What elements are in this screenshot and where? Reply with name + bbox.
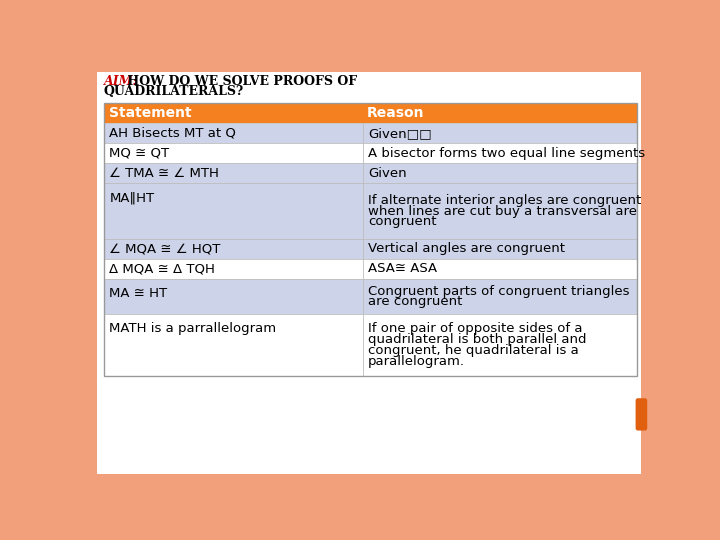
Text: ASA≅ ASA: ASA≅ ASA (368, 262, 437, 275)
Text: MA‖HT: MA‖HT (109, 191, 155, 204)
Bar (104, 123, 363, 143)
Text: Given□□: Given□□ (368, 127, 431, 140)
Bar (104, 184, 363, 239)
Text: ∠ TMA ≅ ∠ MTH: ∠ TMA ≅ ∠ MTH (109, 167, 220, 180)
Bar (363, 239, 637, 259)
Text: Reason: Reason (367, 106, 425, 120)
Bar (363, 279, 637, 314)
Text: parallelogram.: parallelogram. (368, 355, 465, 368)
Text: Statement: Statement (109, 106, 192, 120)
Bar (363, 143, 637, 164)
Bar (104, 164, 363, 184)
Text: Congruent parts of congruent triangles: Congruent parts of congruent triangles (368, 285, 629, 298)
Text: If one pair of opposite sides of a: If one pair of opposite sides of a (368, 322, 582, 335)
Bar (363, 184, 637, 239)
Bar (104, 103, 637, 123)
Bar (104, 259, 363, 279)
Text: AIM:: AIM: (104, 75, 138, 88)
Bar (363, 259, 637, 279)
Text: Vertical angles are congruent: Vertical angles are congruent (368, 242, 565, 255)
Text: when lines are cut buy a transversal are: when lines are cut buy a transversal are (368, 205, 637, 218)
Text: HOW DO WE SOLVE PROOFS OF: HOW DO WE SOLVE PROOFS OF (122, 75, 356, 88)
Bar (104, 279, 363, 314)
Text: are congruent: are congruent (368, 295, 462, 308)
Text: Δ MQA ≅ Δ TQH: Δ MQA ≅ Δ TQH (109, 262, 215, 275)
Text: MATH is a parrallelogram: MATH is a parrallelogram (109, 322, 276, 335)
Text: congruent, he quadrilateral is a: congruent, he quadrilateral is a (368, 344, 579, 357)
Bar (104, 314, 363, 376)
Bar (363, 164, 637, 184)
Bar (104, 103, 637, 376)
Text: congruent: congruent (368, 215, 436, 228)
Text: A bisector forms two equal line segments: A bisector forms two equal line segments (368, 147, 645, 160)
Text: MA ≅ HT: MA ≅ HT (109, 287, 168, 300)
Bar (104, 143, 363, 164)
Text: QUADRILATERALS?: QUADRILATERALS? (104, 85, 244, 98)
Bar (363, 123, 637, 143)
Text: quadrilateral is both parallel and: quadrilateral is both parallel and (368, 333, 587, 346)
Text: Given: Given (368, 167, 407, 180)
Bar (363, 314, 637, 376)
Text: AH Bisects MT at Q: AH Bisects MT at Q (109, 127, 236, 140)
Text: ∠ MQA ≅ ∠ HQT: ∠ MQA ≅ ∠ HQT (109, 242, 221, 255)
FancyBboxPatch shape (636, 398, 647, 430)
Bar (104, 239, 363, 259)
Text: If alternate interior angles are congruent: If alternate interior angles are congrue… (368, 194, 642, 207)
Text: MQ ≅ QT: MQ ≅ QT (109, 147, 169, 160)
